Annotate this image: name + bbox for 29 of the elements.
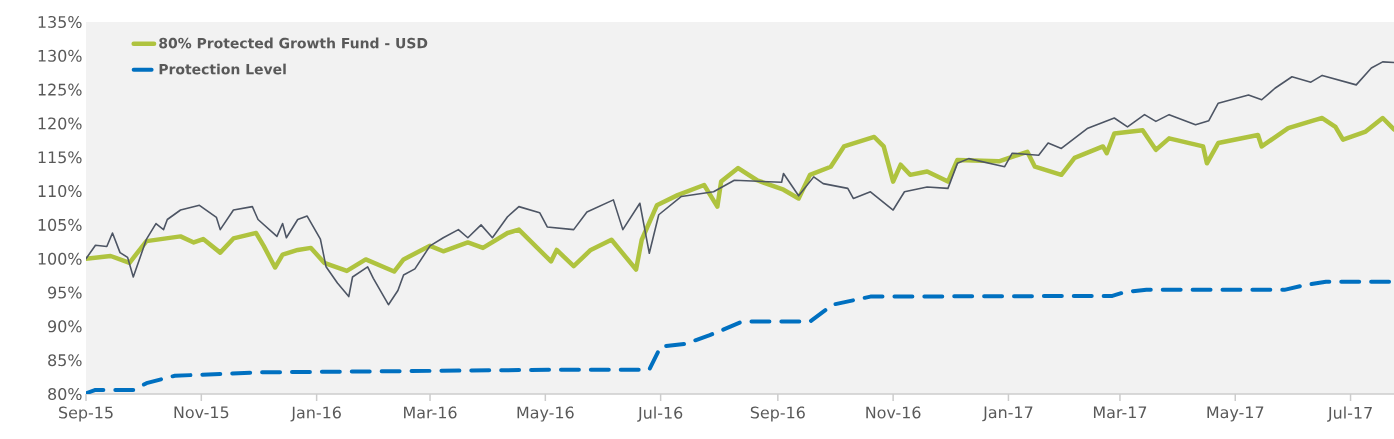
x-tick-label: Mar-16 xyxy=(404,406,457,419)
x-tick-label: Sep-16 xyxy=(750,406,805,422)
x-tick-label: Nov-16 xyxy=(866,406,921,419)
legend-label: Protection Level xyxy=(159,63,286,75)
y-tick-label: 90% xyxy=(48,320,82,333)
x-tick-label: Jan-16 xyxy=(290,406,341,422)
y-tick-label: 120% xyxy=(38,117,82,130)
y-tick-label: 135% xyxy=(38,15,82,29)
line-series xyxy=(86,61,1394,306)
x-tick-label: Sep-15 xyxy=(59,406,113,422)
y-tick-label: 105% xyxy=(38,218,82,231)
y-tick-label: 85% xyxy=(48,354,82,367)
line-series xyxy=(86,115,1394,274)
y-tick-label: 115% xyxy=(38,151,82,164)
y-tick-label: 125% xyxy=(38,83,82,96)
x-tick-label: May-16 xyxy=(517,406,574,422)
x-tick-label: Mar-17 xyxy=(1093,406,1147,419)
legend-label: 80% Protected Growth Fund - USD xyxy=(159,37,428,49)
y-tick-label: 95% xyxy=(48,286,82,299)
x-tick-label: Jul-16 xyxy=(637,406,683,422)
y-tick-label: 130% xyxy=(38,49,82,62)
x-tick-label: May-17 xyxy=(1207,406,1264,422)
x-tick-label: Nov-15 xyxy=(174,406,229,419)
y-tick-label: 110% xyxy=(38,185,82,198)
x-tick-label: Jul-17 xyxy=(1327,406,1372,422)
line-series xyxy=(86,279,1394,394)
y-tick-label: 80% xyxy=(48,387,82,401)
y-tick-label: 100% xyxy=(38,252,82,265)
x-tick-label: Jan-17 xyxy=(982,406,1033,422)
